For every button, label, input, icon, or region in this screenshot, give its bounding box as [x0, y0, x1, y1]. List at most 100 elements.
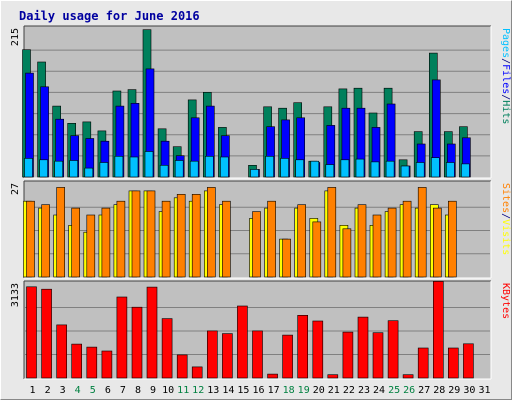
bar-sites-day-6 [101, 207, 111, 278]
bar-kbytes-day-23 [357, 316, 369, 379]
chart-title: Daily usage for June 2016 [19, 9, 200, 23]
day-label-7: 7 [120, 385, 126, 396]
ymax-label: 27 [10, 183, 21, 195]
bar-pages-day-26 [400, 165, 410, 178]
bar-sites-day-14 [222, 200, 231, 278]
panel-visits-sites: 27 Sites/Visits [10, 180, 511, 279]
side-legend-label: Files [500, 64, 511, 94]
day-label-11: 11 [177, 385, 189, 396]
bar-kbytes-day-11 [176, 354, 188, 379]
bar-kbytes-day-14 [222, 333, 233, 379]
bar-kbytes-day-22 [342, 331, 354, 379]
day-label-26: 26 [403, 385, 415, 396]
bar-kbytes-day-15 [237, 305, 248, 379]
bar-kbytes-day-1 [26, 286, 37, 379]
bar-kbytes-day-4 [71, 343, 82, 379]
bar-pages-day-16 [250, 169, 259, 178]
bar-sites-day-16 [252, 211, 261, 278]
day-label-31: 31 [478, 385, 490, 396]
bar-pages-day-9 [144, 151, 154, 178]
bar-kbytes-day-3 [56, 324, 68, 379]
side-legend-label: Pages [500, 28, 511, 58]
bar-pages-day-30 [461, 163, 470, 178]
day-label-8: 8 [135, 385, 141, 396]
day-label-25: 25 [388, 385, 400, 396]
bar-pages-day-28 [430, 157, 440, 178]
bar-pages-day-23 [355, 158, 365, 178]
bar-sites-day-3 [56, 187, 66, 278]
day-label-5: 5 [90, 385, 96, 396]
bar-pages-day-3 [54, 160, 64, 178]
day-label-3: 3 [60, 385, 66, 396]
day-label-12: 12 [192, 385, 204, 396]
day-label-28: 28 [433, 385, 445, 396]
day-label-27: 27 [418, 385, 430, 396]
bar-pages-day-25 [385, 160, 395, 178]
day-label-16: 16 [252, 385, 264, 396]
bar-sites-day-23 [357, 204, 367, 278]
bar-sites-day-29 [447, 200, 457, 278]
bar-sites-day-4 [71, 207, 80, 278]
ymax-label: 3133 [10, 283, 21, 307]
bar-pages-day-27 [415, 162, 425, 178]
bar-kbytes-day-16 [252, 330, 263, 379]
bar-pages-day-6 [99, 162, 109, 178]
panel-hits-files-pages: 215 Pages/Files/Hits [10, 25, 511, 179]
day-label-21: 21 [328, 385, 340, 396]
bar-pages-day-21 [325, 164, 335, 178]
bar-sites-day-28 [432, 207, 442, 278]
bar-sites-day-27 [417, 187, 427, 278]
bar-sites-day-26 [402, 200, 412, 278]
day-label-1: 1 [29, 385, 35, 396]
bar-pages-day-7 [114, 156, 124, 178]
bar-sites-day-25 [387, 207, 397, 278]
bar-pages-day-29 [445, 162, 455, 178]
side-legend: Sites/Visits [500, 183, 511, 255]
bar-pages-day-13 [205, 156, 214, 178]
bar-sites-day-21 [327, 187, 337, 278]
bar-kbytes-day-2 [41, 288, 52, 379]
bar-pages-day-22 [340, 159, 350, 178]
bar-pages-day-20 [310, 160, 320, 178]
bar-sites-day-19 [297, 204, 307, 278]
day-label-4: 4 [75, 385, 81, 396]
ymax-label: 215 [10, 28, 21, 46]
day-label-14: 14 [222, 385, 234, 396]
bar-sites-day-11 [176, 194, 186, 278]
bar-kbytes-day-25 [387, 320, 399, 379]
bar-pages-day-4 [69, 160, 78, 178]
bar-pages-day-8 [129, 156, 139, 178]
bar-kbytes-day-10 [161, 318, 173, 379]
bar-pages-day-11 [174, 160, 184, 178]
bar-pages-day-1 [24, 158, 33, 178]
bar-sites-day-1 [26, 200, 35, 278]
bar-kbytes-day-19 [297, 314, 309, 379]
bar-sites-day-5 [86, 214, 96, 278]
day-label-18: 18 [283, 385, 295, 396]
side-legend-label: Hits [500, 100, 511, 124]
bar-kbytes-day-28 [432, 281, 444, 379]
bar-sites-day-13 [207, 187, 216, 278]
day-label-17: 17 [268, 385, 280, 396]
bar-kbytes-day-8 [131, 306, 143, 379]
bar-sites-day-17 [267, 200, 276, 278]
day-label-15: 15 [237, 385, 249, 396]
bar-pages-day-14 [220, 156, 229, 178]
bar-kbytes-day-18 [282, 334, 293, 379]
bar-kbytes-day-27 [417, 347, 429, 379]
side-legend-label: / [500, 213, 511, 219]
bar-kbytes-day-24 [372, 332, 384, 379]
day-label-10: 10 [162, 385, 174, 396]
bar-sites-day-12 [191, 194, 201, 278]
side-legend-label: KBytes [500, 283, 511, 319]
day-label-6: 6 [105, 385, 111, 396]
day-label-2: 2 [45, 385, 51, 396]
bar-pages-day-10 [159, 165, 169, 178]
bar-pages-day-17 [265, 156, 274, 178]
bar-sites-day-22 [342, 228, 352, 278]
day-label-29: 29 [448, 385, 460, 396]
bar-kbytes-day-5 [86, 346, 98, 379]
bar-sites-day-20 [312, 221, 322, 278]
bar-sites-day-2 [41, 204, 50, 278]
